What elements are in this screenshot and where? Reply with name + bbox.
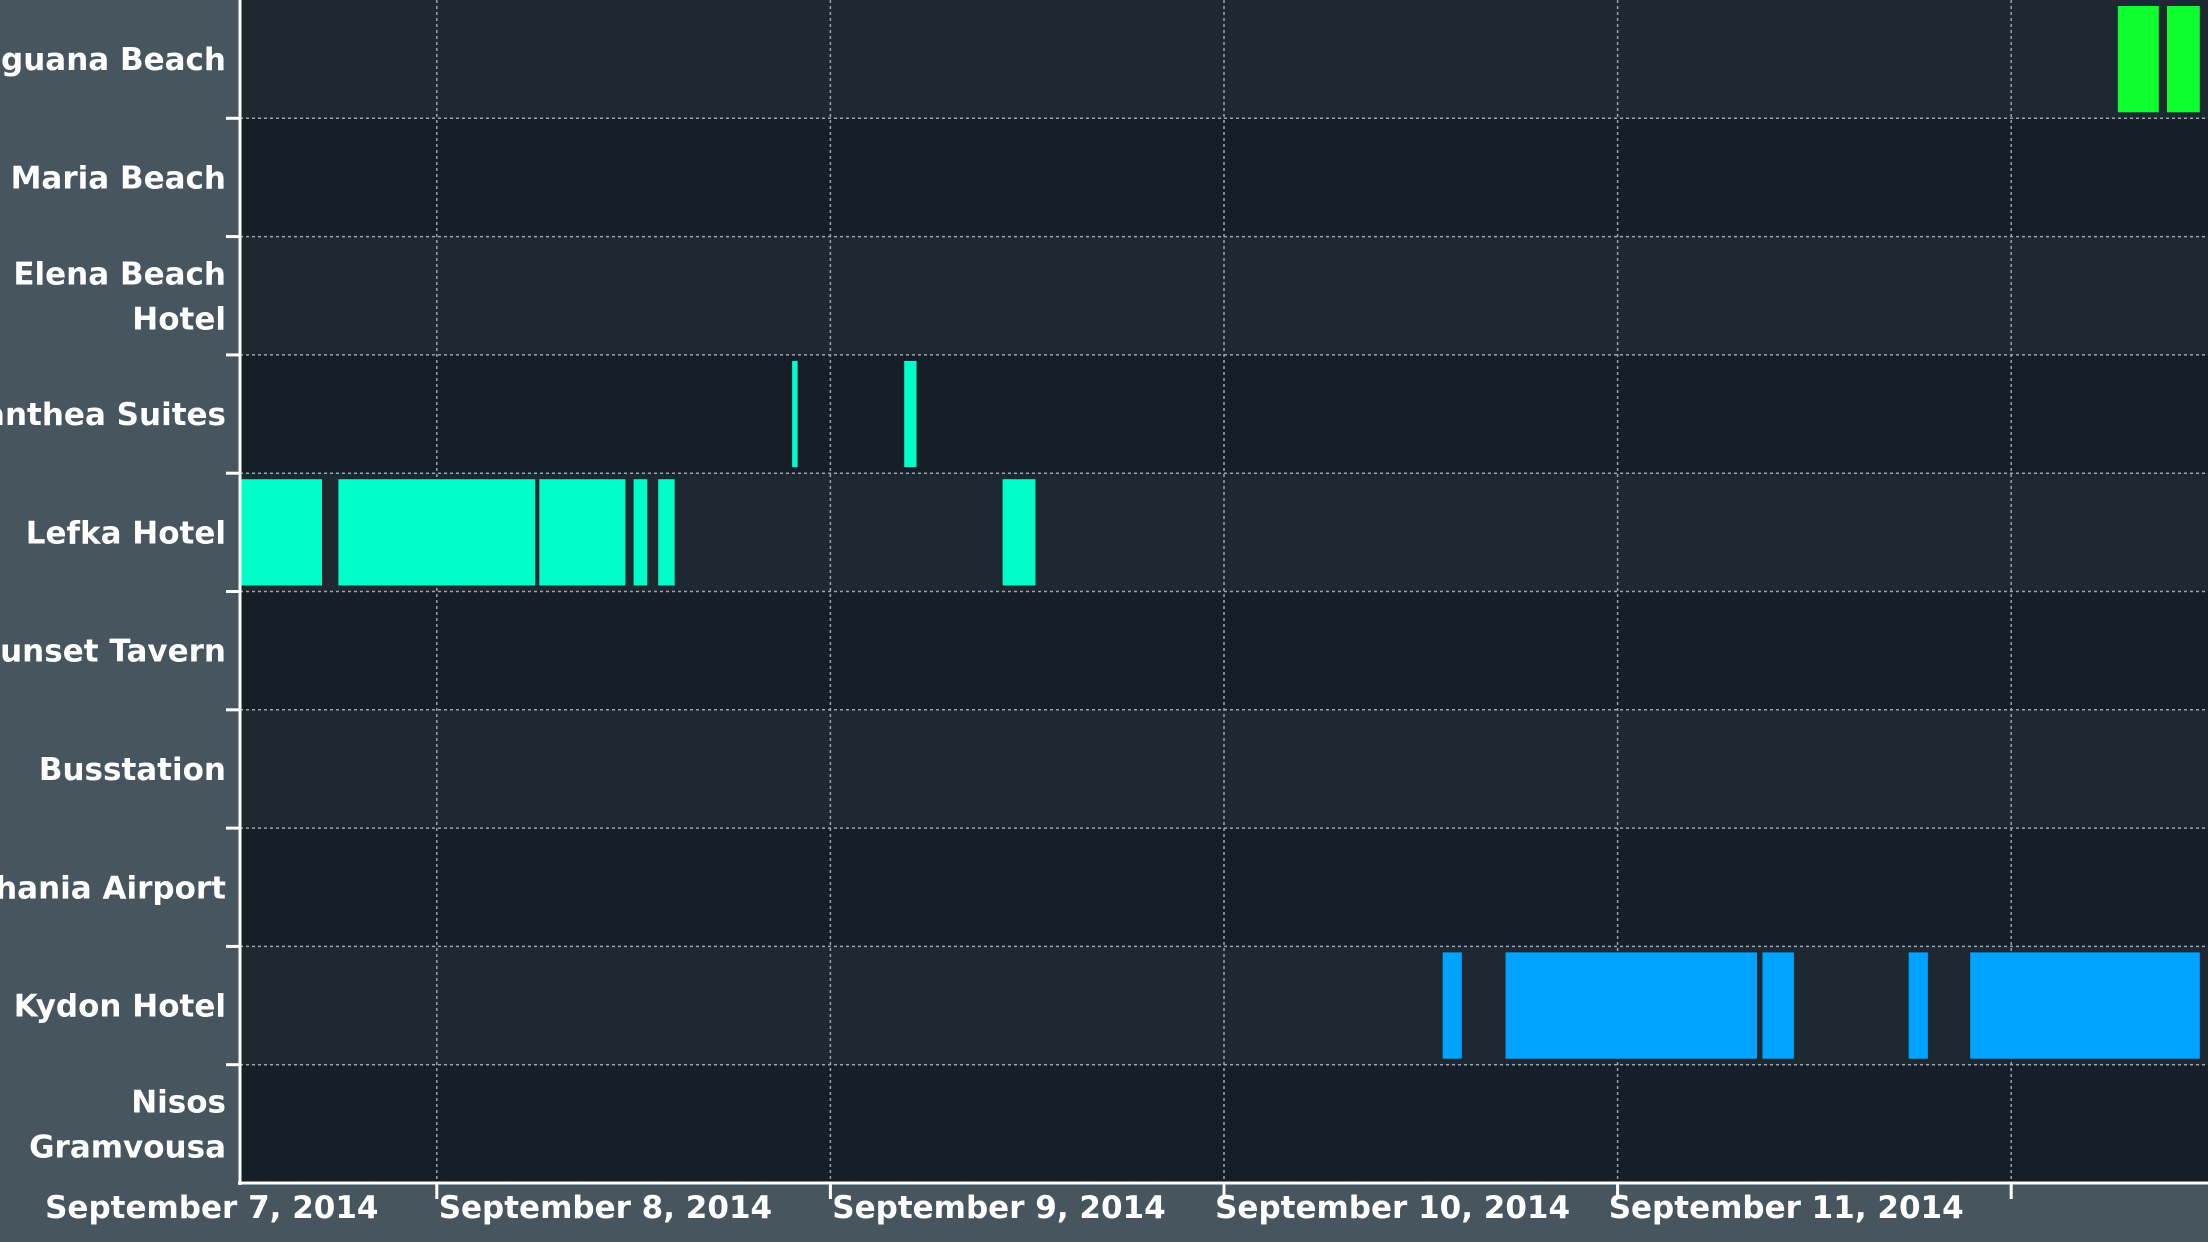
date-tick-labels: September 7, 2014 September 8, 2014 Septem… [45,1190,1964,1226]
x-tick-label: September 10, 2014 [1215,1190,1570,1226]
x-tick-label: September 7, 2014 [45,1190,378,1226]
interval-bar [904,360,917,468]
interval-bar [1505,952,1757,1059]
x-tick-label: September 11, 2014 [1609,1190,1964,1226]
interval-bars [240,6,2200,1059]
category-label: Kydon Hotel [14,989,226,1025]
category-label: Busstation [39,752,226,788]
interval-bar [2167,6,2200,113]
category-label: Chania Airport [0,870,226,906]
category-label: Sunset Tavern [0,634,226,670]
category-labels: Iguana Beach Maria Beach Elena Beach Hotel P… [0,42,226,1165]
interval-bar [658,479,675,586]
interval-bar [1908,952,1928,1059]
interval-bar [1970,952,2200,1059]
interval-bar [792,360,798,468]
category-label: Gramvousa [29,1129,226,1165]
interval-bar [1762,952,1794,1059]
interval-bar [1002,479,1036,586]
category-label: Iguana Beach [0,42,226,78]
category-label: Nisos [131,1084,226,1120]
interval-bar [338,479,536,586]
category-label: Lefka Hotel [26,515,226,551]
row-band [240,0,2208,119]
axes [226,0,2208,1199]
category-label: Panthea Suites [0,397,226,433]
row-band [240,828,2208,947]
category-label: Hotel [132,301,226,337]
x-tick-label: September 9, 2014 [832,1190,1165,1226]
interval-bar [633,479,648,586]
x-tick-label: September 8, 2014 [439,1190,772,1226]
interval-bar [1442,952,1462,1059]
interval-bar [240,479,322,586]
interval-bar [2117,6,2159,113]
category-label: Elena Beach [13,256,226,292]
category-label: Maria Beach [11,160,226,196]
interval-bar [539,479,626,586]
